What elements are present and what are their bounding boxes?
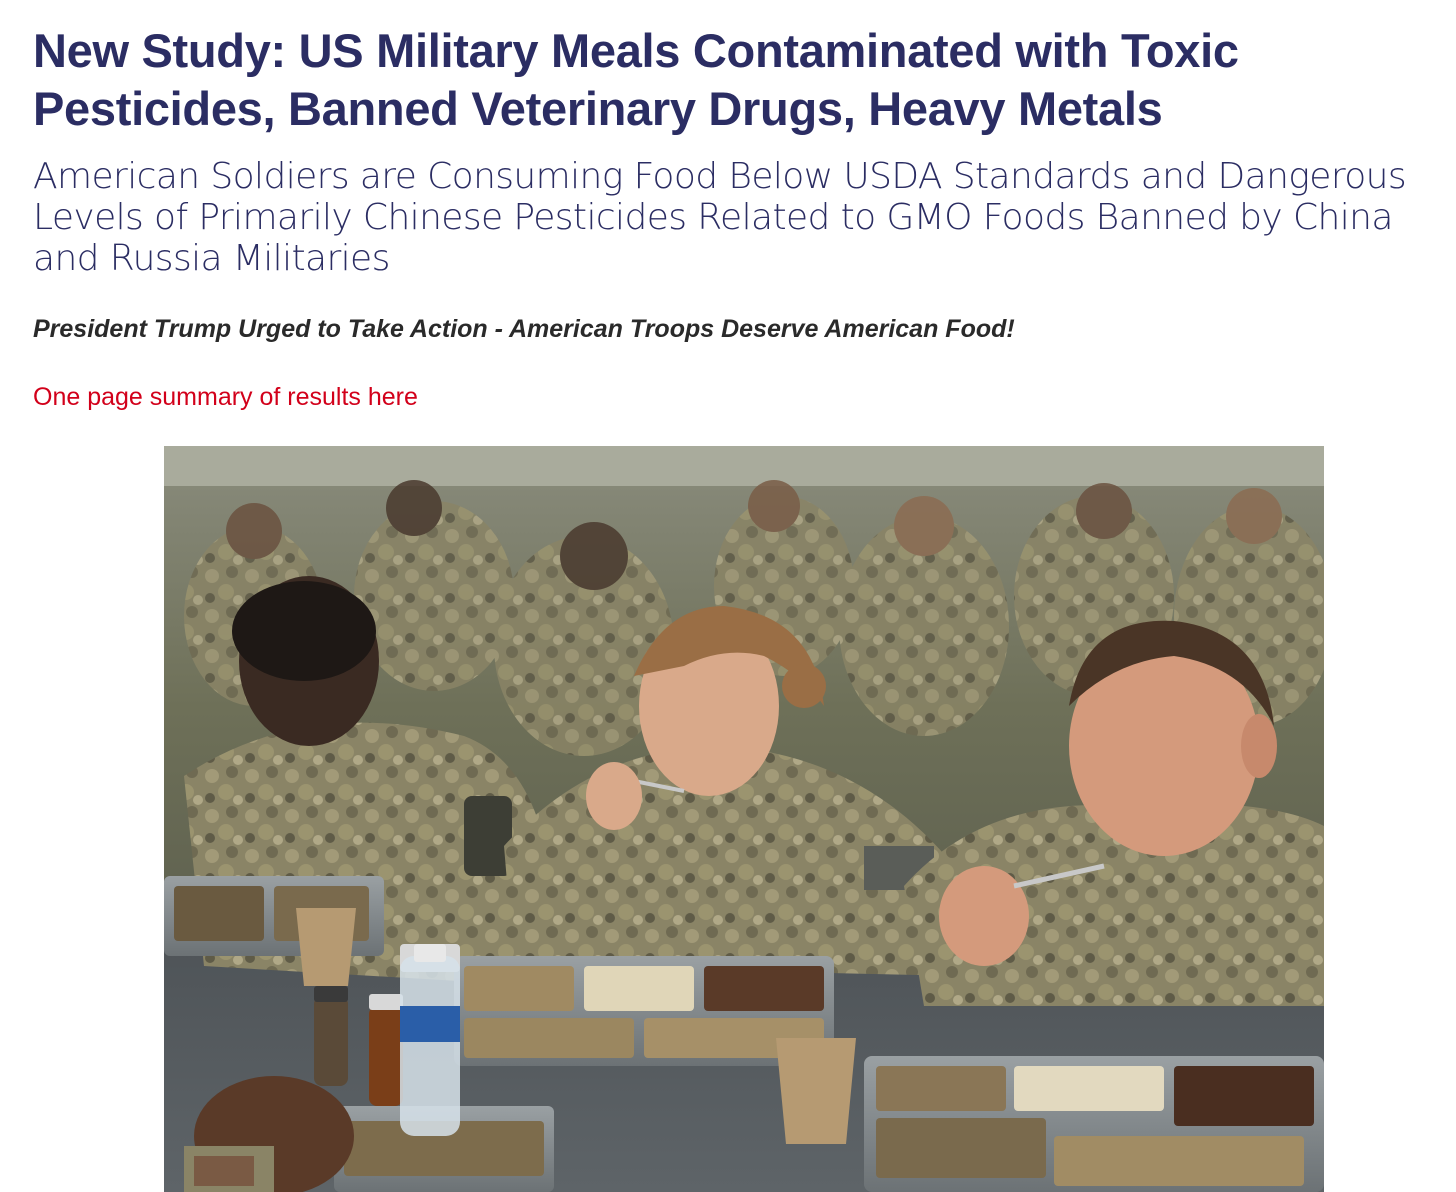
summary-link[interactable]: One page summary of results here xyxy=(33,383,418,411)
article-photo xyxy=(164,446,1324,1192)
article-headline: New Study: US Military Meals Contaminate… xyxy=(33,24,1239,135)
soldiers-mess-hall-image xyxy=(164,446,1324,1192)
article-tagline: President Trump Urged to Take Action - A… xyxy=(33,315,1015,343)
article-subheadline: American Soldiers are Consuming Food Bel… xyxy=(33,156,1407,279)
